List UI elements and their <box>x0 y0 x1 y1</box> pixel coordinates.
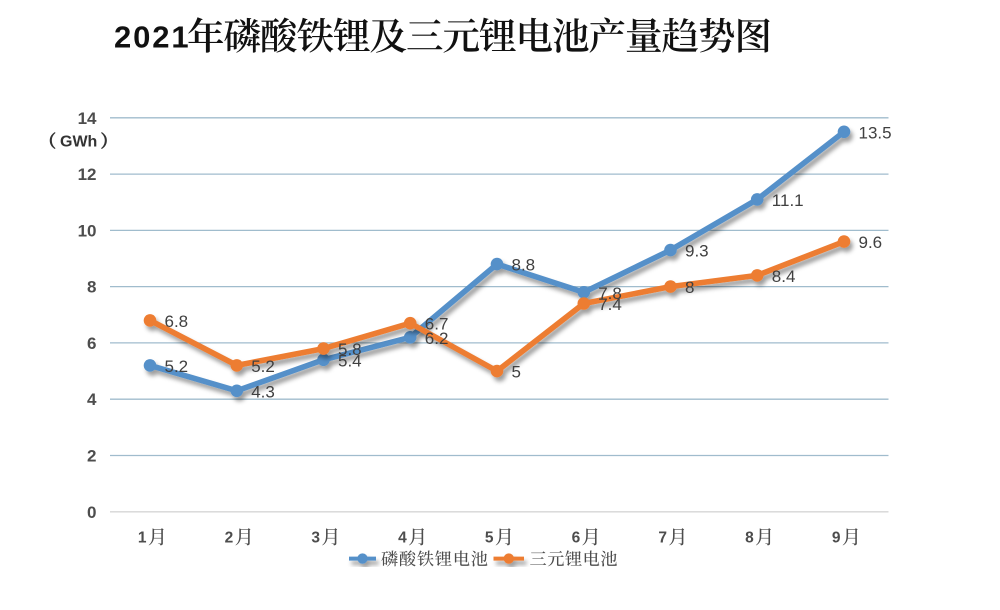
svg-text:12: 12 <box>78 165 97 184</box>
svg-text:7: 7 <box>658 530 667 547</box>
svg-text:2: 2 <box>87 447 96 466</box>
svg-text:8.4: 8.4 <box>772 267 796 286</box>
svg-text:13.5: 13.5 <box>859 123 892 142</box>
svg-text:5: 5 <box>512 363 521 382</box>
svg-text:5.2: 5.2 <box>165 357 189 376</box>
svg-text:5.8: 5.8 <box>338 340 362 359</box>
svg-text:6: 6 <box>572 530 581 547</box>
svg-text:8: 8 <box>87 278 96 297</box>
svg-text:8: 8 <box>685 278 694 297</box>
svg-text:1: 1 <box>138 530 147 547</box>
svg-text:3: 3 <box>311 530 320 547</box>
svg-text:9: 9 <box>832 530 841 547</box>
svg-text:2021: 2021 <box>114 20 191 55</box>
svg-text:8.8: 8.8 <box>512 256 536 275</box>
svg-text:6.7: 6.7 <box>425 315 449 334</box>
svg-text:11.1: 11.1 <box>772 191 804 210</box>
svg-text:6.2: 6.2 <box>425 329 449 348</box>
svg-text:8: 8 <box>745 530 754 547</box>
svg-text:0: 0 <box>87 503 96 522</box>
svg-text:4: 4 <box>398 530 407 547</box>
svg-text:4.3: 4.3 <box>251 382 275 401</box>
svg-text:14: 14 <box>78 109 97 128</box>
svg-text:4: 4 <box>87 390 97 409</box>
svg-text:7.4: 7.4 <box>598 295 622 314</box>
svg-text:10: 10 <box>78 221 97 240</box>
svg-text:7.8: 7.8 <box>598 284 622 303</box>
svg-text:GWh: GWh <box>60 134 97 151</box>
svg-text:6: 6 <box>87 334 96 353</box>
svg-text:9.3: 9.3 <box>685 242 709 261</box>
svg-text:6.8: 6.8 <box>165 312 189 331</box>
svg-text:5.2: 5.2 <box>251 357 275 376</box>
svg-text:9.6: 9.6 <box>859 233 883 252</box>
svg-text:2: 2 <box>225 530 234 547</box>
svg-text:5.4: 5.4 <box>338 351 362 370</box>
svg-text:5: 5 <box>485 530 494 547</box>
